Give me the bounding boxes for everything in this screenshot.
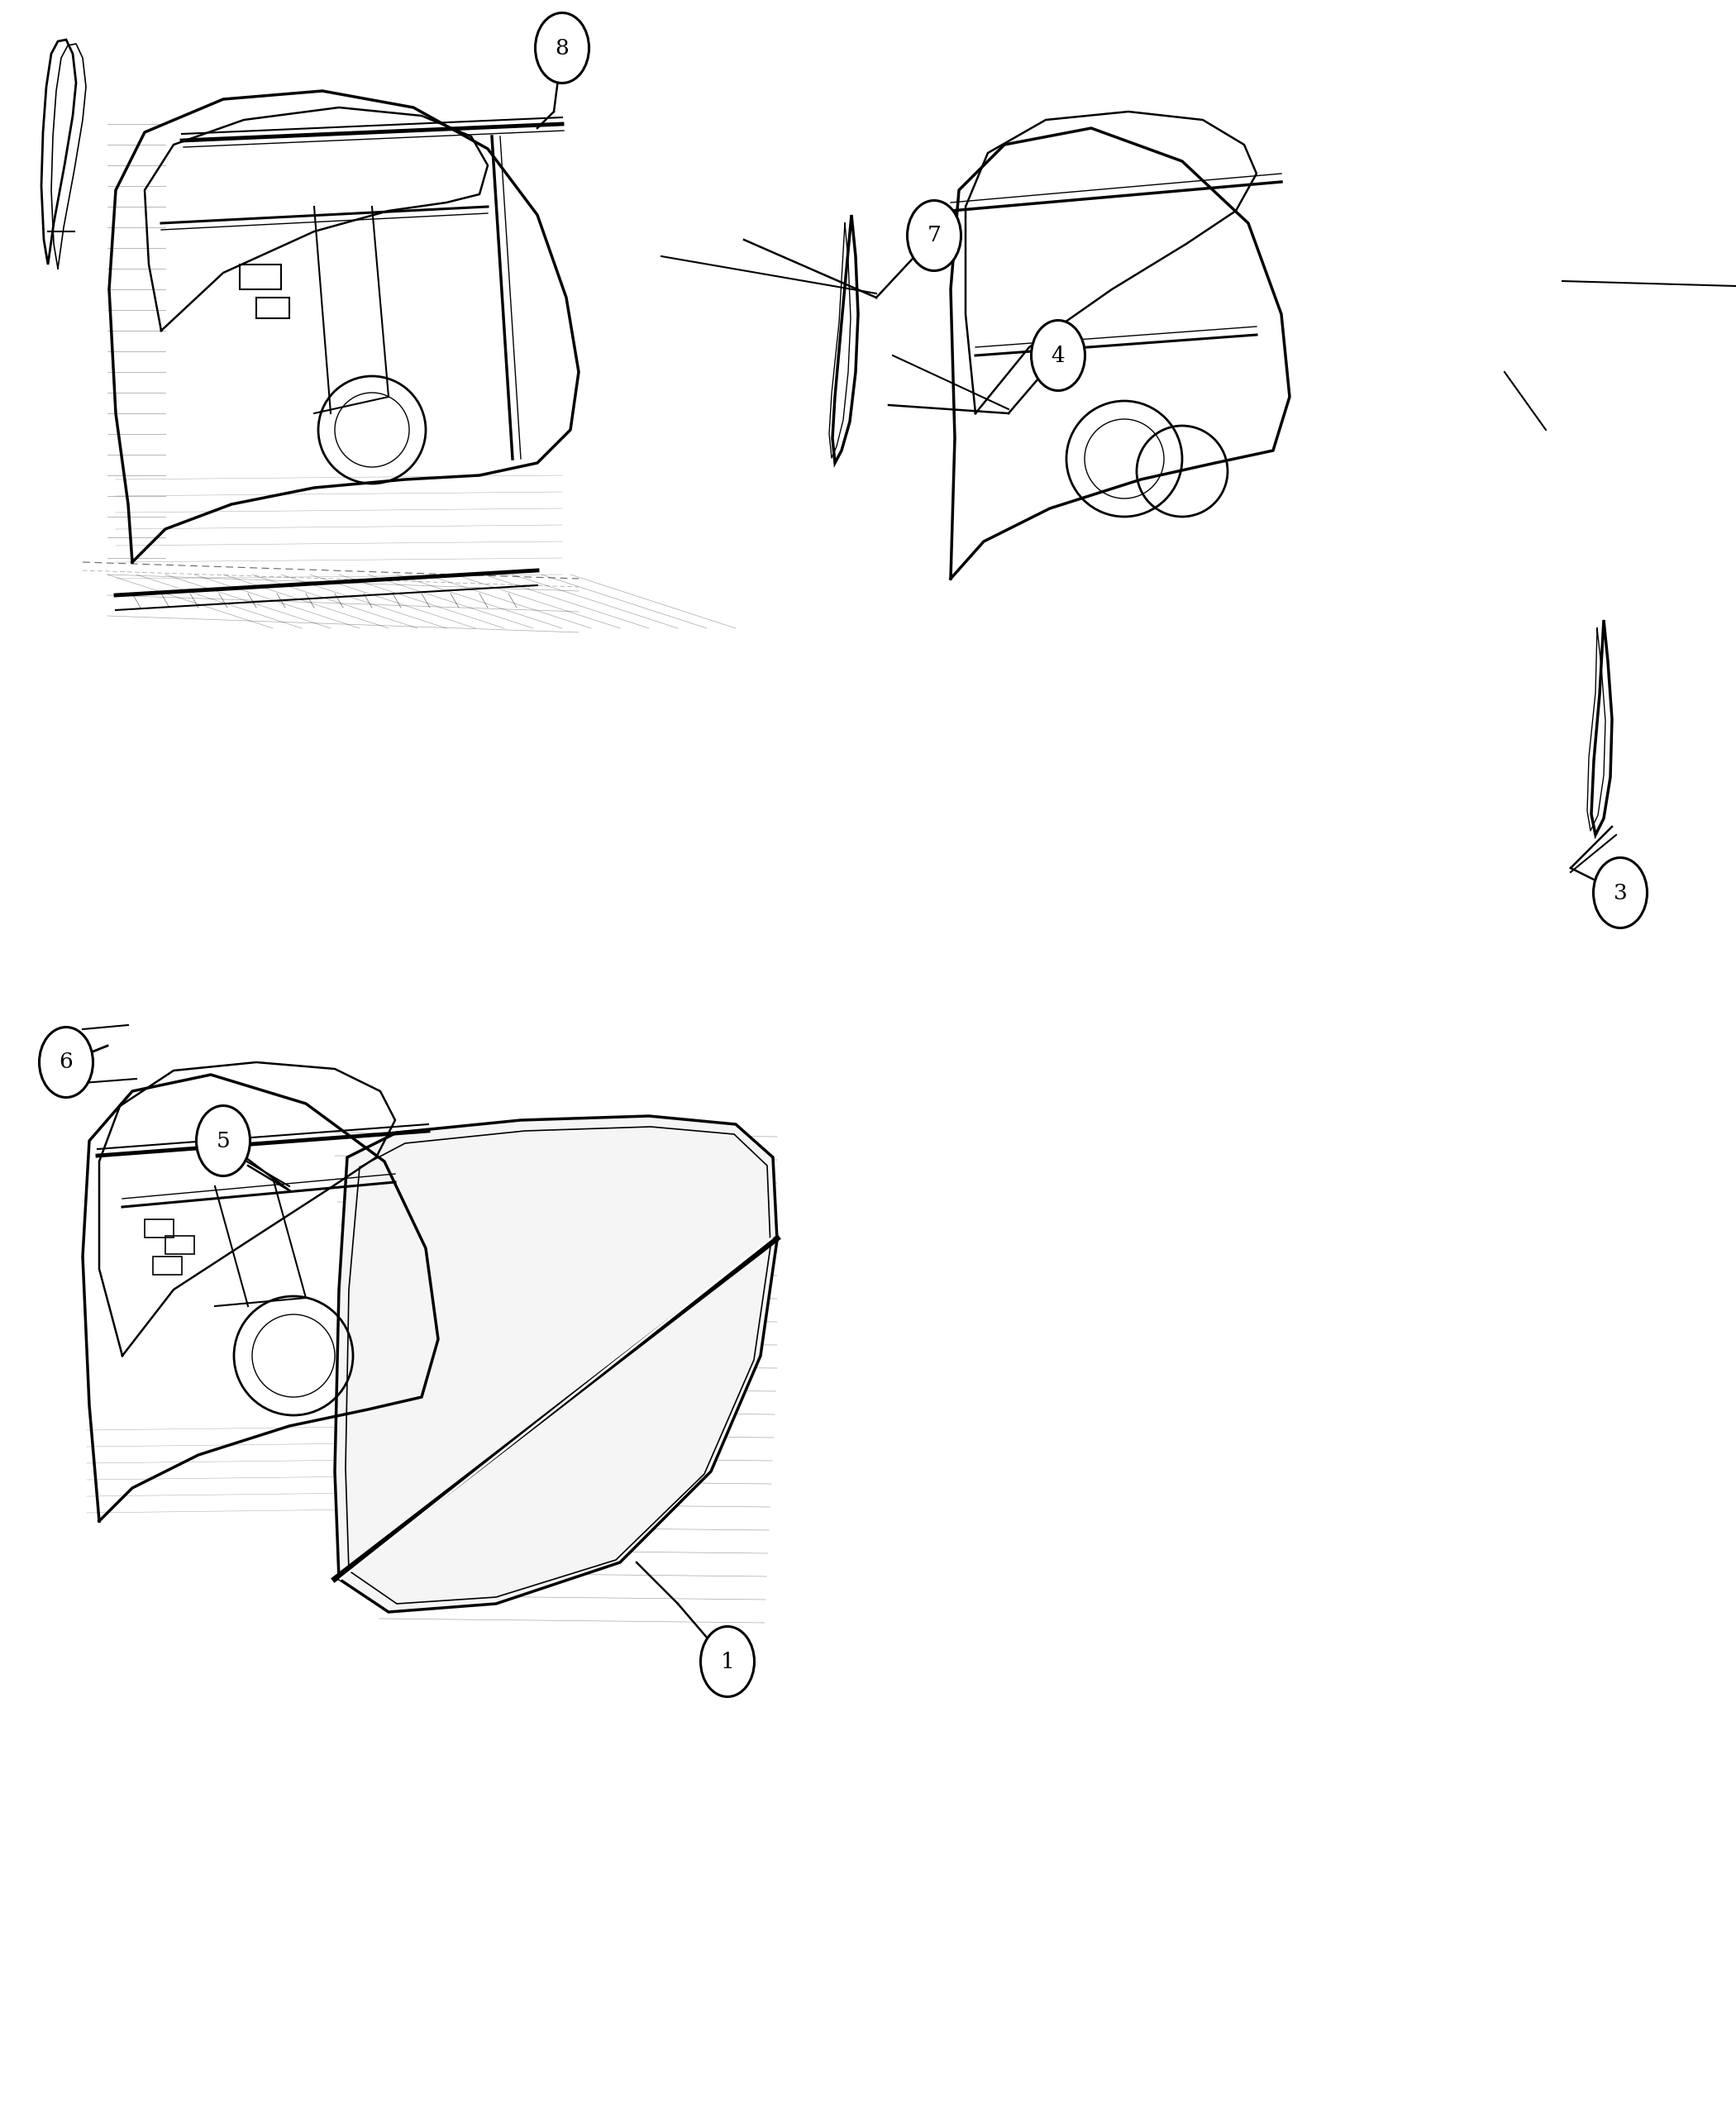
Text: 7: 7	[927, 226, 941, 247]
Ellipse shape	[196, 1107, 250, 1176]
Ellipse shape	[908, 200, 962, 270]
Ellipse shape	[535, 13, 589, 82]
Text: 1: 1	[720, 1651, 734, 1672]
Ellipse shape	[1594, 858, 1647, 928]
Polygon shape	[335, 1115, 778, 1613]
Text: 6: 6	[59, 1052, 73, 1073]
Text: 5: 5	[217, 1130, 231, 1151]
Ellipse shape	[40, 1027, 94, 1098]
Ellipse shape	[1031, 320, 1085, 390]
Ellipse shape	[701, 1627, 755, 1697]
Text: 4: 4	[1052, 346, 1066, 367]
Text: 3: 3	[1613, 883, 1627, 902]
Text: 8: 8	[556, 38, 569, 59]
